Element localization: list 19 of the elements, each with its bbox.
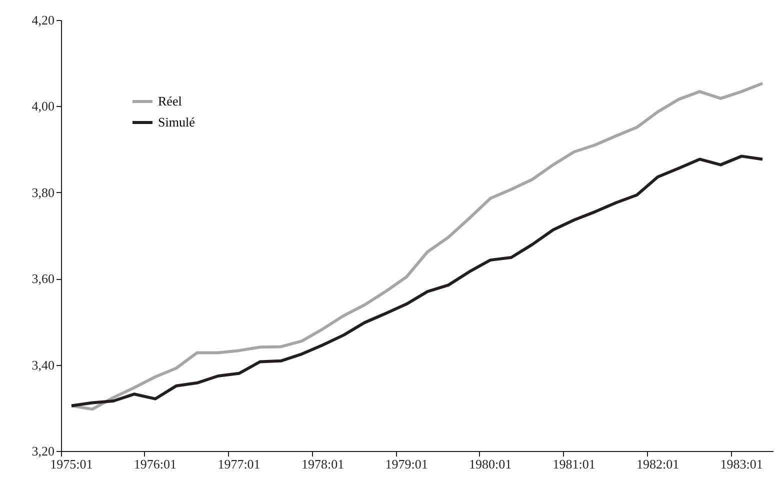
- x-tick-label: 1975:01: [50, 456, 93, 472]
- legend-label: Réel: [158, 94, 182, 108]
- x-tick-label: 1983:01: [720, 456, 763, 472]
- y-tick-label: 4,00: [32, 98, 54, 114]
- line-series: [70, 82, 764, 411]
- y-tick-label: 3,20: [32, 444, 54, 458]
- line-series: [70, 154, 764, 408]
- y-tick-label: 3,40: [32, 357, 54, 372]
- x-tick-label: 1980:01: [468, 456, 512, 472]
- x-tick-label: 1981:01: [552, 456, 596, 472]
- y-tick-label: 3,80: [32, 184, 54, 200]
- x-tick-label: 1982:01: [636, 456, 680, 472]
- y-tick-label: 3,60: [32, 271, 54, 286]
- legend-label: Simulé: [158, 114, 196, 130]
- x-tick-label: 1976:01: [134, 456, 177, 472]
- y-tick-label: 4,20: [32, 12, 54, 28]
- x-tick-label: 1979:01: [385, 456, 428, 472]
- x-tick-label: 1978:01: [301, 456, 344, 472]
- x-tick-label: 1977:01: [218, 456, 260, 472]
